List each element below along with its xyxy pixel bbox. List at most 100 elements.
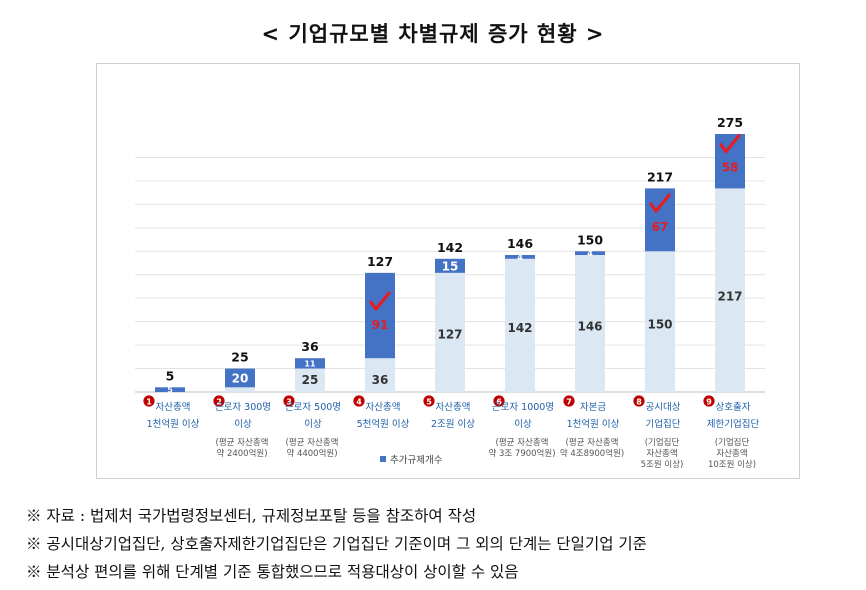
footnotes: ※ 자료 : 법제처 국가법령정보센터, 규제정보포탈 등을 참조하여 작성 ※… [26,502,647,586]
bar-total-label: 127 [367,254,393,269]
checkmark-icon [719,134,741,154]
bar-added [435,258,465,273]
category-label: 자산총액 [156,401,191,413]
bar-added-label: 4 [517,253,523,262]
category-sublabel: 10조원 이상) [708,459,756,470]
category-label: 자산총액 [436,401,471,413]
step-number: 4 [356,398,362,407]
bar-total-label: 36 [301,339,319,354]
step-number: 3 [286,398,292,407]
category-sublabel: 자산총액 [716,448,747,459]
category-label: 1천억원 이상 [567,418,620,430]
bar-total-label: 217 [647,169,673,184]
step-number-badge [283,395,295,407]
bar-total-label: 25 [231,350,248,365]
chart-title: < 기업규모별 차별규제 증가 현황 > [261,22,605,46]
category-label: 근로자 1000명 [492,402,554,413]
step-number: 5 [426,398,432,407]
footnote-source: ※ 자료 : 법제처 국가법령정보센터, 규제정보포탈 등을 참조하여 작성 [26,507,477,525]
category-sublabel: (평균 자산총액 [566,437,619,448]
category-sublabel: (기업집단 [715,437,750,448]
legend-label: 추가규제개수 [390,455,443,466]
bar-added-label: 67 [652,220,669,234]
bar-added [155,387,185,392]
category-sublabel: (평균 자산총액 [496,437,549,448]
bar-added-label: 58 [722,161,739,175]
bar-base [505,258,535,392]
category-label: 이상 [514,419,532,430]
bar-base [715,188,745,392]
bar-base-label: 142 [507,321,532,335]
step-number-badge [353,395,365,407]
category-sublabel: 약 2400억원) [216,448,267,459]
category-label: 5천억원 이상 [357,418,410,430]
category-sublabel: 5조원 이상) [641,459,684,470]
category-label: 근로자 500명 [285,402,341,413]
bar-added-label: 15 [442,259,459,273]
bar-added [715,134,745,189]
category-sublabel: (평균 자산총액 [286,437,339,448]
bar-total-label: 150 [577,232,603,247]
bar-base [225,387,255,392]
footnote-caveat: ※ 분석상 편의를 위해 단계별 기준 통합했으므로 적용대상이 상이할 수 있… [26,563,519,581]
bar-total-label: 5 [166,368,175,383]
bar-added [505,255,535,259]
bar-total-label: 146 [507,236,533,251]
step-number-badge [633,395,645,407]
step-number: 6 [496,398,502,407]
bar-added [645,188,675,252]
bar-added-label: 4 [587,249,593,258]
category-label: 자산총액 [366,401,401,413]
bar-base-label: 217 [717,289,742,303]
step-number-badge [143,395,155,407]
step-number: 8 [636,398,642,407]
step-number-badge [493,395,505,407]
category-sublabel: 약 4400억원) [286,448,337,459]
category-label: 자본금 [580,402,606,413]
bar-added [225,368,255,388]
step-number-badge [213,395,225,407]
bar-added-label: 91 [372,318,389,332]
category-label: 제한기업집단 [707,418,760,430]
bar-added [295,358,325,369]
bar-base-label: 150 [647,318,672,332]
bar-added [575,251,605,256]
bar-base [435,272,465,392]
footnote-basis: ※ 공시대상기업집단, 상호출자제한기업집단은 기업집단 기준이며 그 외의 단… [26,535,647,553]
category-sublabel: 약 3조 7900억원) [488,448,555,459]
step-number-badge [563,395,575,407]
category-label: 공시대상 [646,402,681,413]
category-label: 상호출자 [716,402,751,413]
bar-base-label: 36 [372,373,389,387]
category-label: 이상 [234,419,252,430]
checkmark-icon [369,291,391,311]
bar-base-label: 146 [577,319,602,333]
category-label: 이상 [304,419,322,430]
category-sublabel: 자산총액 [646,448,677,459]
category-sublabel: (기업집단 [645,437,680,448]
bar-added-label: 5 [167,386,173,395]
bar-added [365,272,395,359]
bar-base-label: 25 [302,373,319,387]
bar-added-label: 20 [232,371,249,385]
category-label: 기업집단 [646,418,681,430]
step-number: 2 [216,398,222,407]
category-label: 2조원 이상 [431,419,475,430]
bar-total-label: 275 [717,115,743,130]
step-number-badge [423,395,435,407]
category-sublabel: 약 4조8900억원) [560,448,624,459]
legend-swatch [380,456,386,462]
bar-base [575,255,605,392]
category-sublabel: (평균 자산총액 [216,437,269,448]
bar-total-label: 142 [437,240,463,255]
checkmark-icon [649,193,671,213]
bar-base-label: 127 [437,327,462,341]
bar-base [365,358,395,392]
step-number: 9 [706,398,712,407]
category-label: 근로자 300명 [215,402,271,413]
step-number: 1 [146,398,152,407]
category-label: 1천억원 이상 [147,418,200,430]
bar-base [645,251,675,392]
